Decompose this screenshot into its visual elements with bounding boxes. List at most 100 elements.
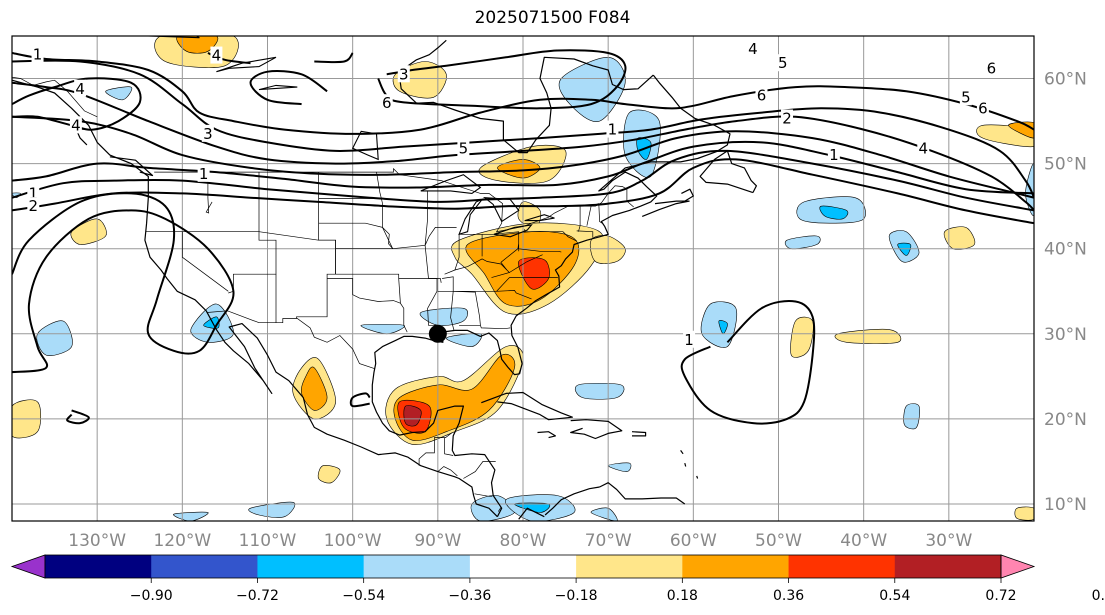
contour-label: 6 — [382, 94, 392, 112]
border-line — [424, 227, 457, 246]
anomaly-shade — [248, 501, 296, 518]
contour-line — [377, 49, 627, 110]
anomaly-shade — [590, 507, 618, 521]
contour-label: 6 — [757, 87, 767, 105]
contour-label: 1 — [829, 146, 839, 164]
colorbar-box — [363, 555, 471, 578]
political-borders — [12, 76, 634, 512]
contour-label: 5 — [961, 88, 971, 106]
border-line — [496, 290, 532, 300]
colorbar-tick-label: −0.18 — [555, 588, 598, 604]
contour-label-bg — [31, 45, 44, 63]
border-line — [482, 231, 562, 253]
coastline — [570, 419, 623, 440]
coastline — [599, 482, 686, 505]
anomaly-shade — [360, 323, 405, 335]
contour-label-bg — [606, 120, 619, 138]
contour-line — [12, 115, 1034, 199]
contour-label: 1 — [608, 121, 618, 139]
contour-label-bg — [976, 99, 989, 117]
lon-tick-label: 30°W — [925, 531, 972, 551]
contour-label-bg — [755, 86, 768, 104]
lon-tick-label: 90°W — [414, 531, 461, 551]
anomaly-shade — [105, 86, 133, 101]
anomaly-shade — [1014, 506, 1034, 521]
border-line — [12, 76, 98, 118]
anomaly-shade — [574, 382, 625, 400]
anomaly-shade — [445, 333, 482, 347]
anomaly-shade — [897, 242, 912, 256]
coastline — [537, 431, 556, 439]
border-line — [509, 254, 543, 273]
contour-label: 3 — [399, 65, 409, 83]
contour-label-bg — [776, 54, 789, 72]
coastline — [684, 462, 687, 467]
contour-line — [12, 149, 1034, 212]
lon-tick-label: 110°W — [239, 531, 297, 551]
contour-line — [12, 59, 1034, 199]
contour-label: 6 — [987, 59, 997, 77]
colorbar-tick-label: 0.54 — [879, 588, 910, 604]
contour-line — [12, 140, 1034, 195]
contour-line — [314, 52, 354, 64]
gridlines — [12, 36, 1034, 521]
contour-line — [349, 392, 371, 408]
coastline — [680, 450, 684, 455]
contour-label: 1 — [33, 46, 43, 64]
border-line — [205, 172, 213, 214]
location-marker-dot — [428, 324, 447, 343]
anomaly-shade — [819, 205, 849, 220]
coastline — [631, 431, 647, 437]
colorbar-tick-label: 0.72 — [985, 588, 1016, 604]
longitude-labels: 130°W 120°W 110°W 100°W 90°W 80°W 70°W 60°W 50°W… — [68, 531, 972, 551]
lon-tick-label: 80°W — [500, 531, 547, 551]
anomaly-shade — [317, 465, 341, 484]
contour-label-bg — [781, 109, 794, 127]
contour-label-bg — [210, 46, 223, 64]
map-frame — [11, 35, 1035, 522]
border-line — [382, 227, 393, 249]
contour-line — [12, 158, 1034, 225]
contour-label: 2 — [782, 110, 792, 128]
contour-line — [249, 70, 328, 106]
contour-label: 4 — [919, 139, 929, 157]
location-marker — [428, 324, 447, 343]
anomaly-shade — [36, 320, 73, 356]
border-line — [454, 233, 483, 271]
colorbar-tick-label: 0.18 — [667, 588, 698, 604]
contour-label-bg — [457, 139, 470, 157]
colorbar-tick-label: −0.72 — [236, 588, 279, 604]
border-line — [206, 310, 375, 370]
map-title: 2025071500 F084 — [474, 8, 631, 28]
anomaly-shade — [419, 307, 468, 326]
contour-label-bg — [380, 94, 393, 112]
contour-label: 6 — [978, 99, 988, 117]
anomaly-shade — [176, 36, 219, 54]
contour-line — [12, 192, 235, 374]
lake-outline — [420, 174, 482, 194]
border-line — [500, 248, 519, 271]
contour-label-bg — [27, 184, 40, 202]
colorbar-tick-label: 0.90 — [1092, 588, 1105, 604]
contour-label-bg — [746, 39, 759, 57]
lat-tick-label: 50°N — [1044, 155, 1087, 175]
border-line — [444, 258, 511, 278]
lon-tick-label: 50°W — [755, 531, 802, 551]
anomaly-shade — [518, 257, 550, 290]
contour-label-bg — [917, 139, 930, 157]
latitude-labels: 60°N 50°N 40°N 30°N 20°N 10°N — [1044, 70, 1087, 515]
coastline — [518, 507, 545, 520]
border-line — [474, 493, 493, 497]
contour-label-bg — [69, 116, 82, 134]
lake-outline — [148, 36, 200, 39]
contour-label: 1 — [199, 165, 209, 183]
anomaly-shade — [718, 320, 728, 335]
anomaly-shade — [784, 235, 821, 250]
lon-tick-label: 120°W — [153, 531, 211, 551]
contour-line — [66, 409, 90, 425]
border-line — [181, 231, 229, 292]
contour-label: 4 — [748, 40, 758, 58]
colorbar-box — [257, 555, 364, 578]
colorbar-tick-label: 0.36 — [773, 588, 804, 604]
